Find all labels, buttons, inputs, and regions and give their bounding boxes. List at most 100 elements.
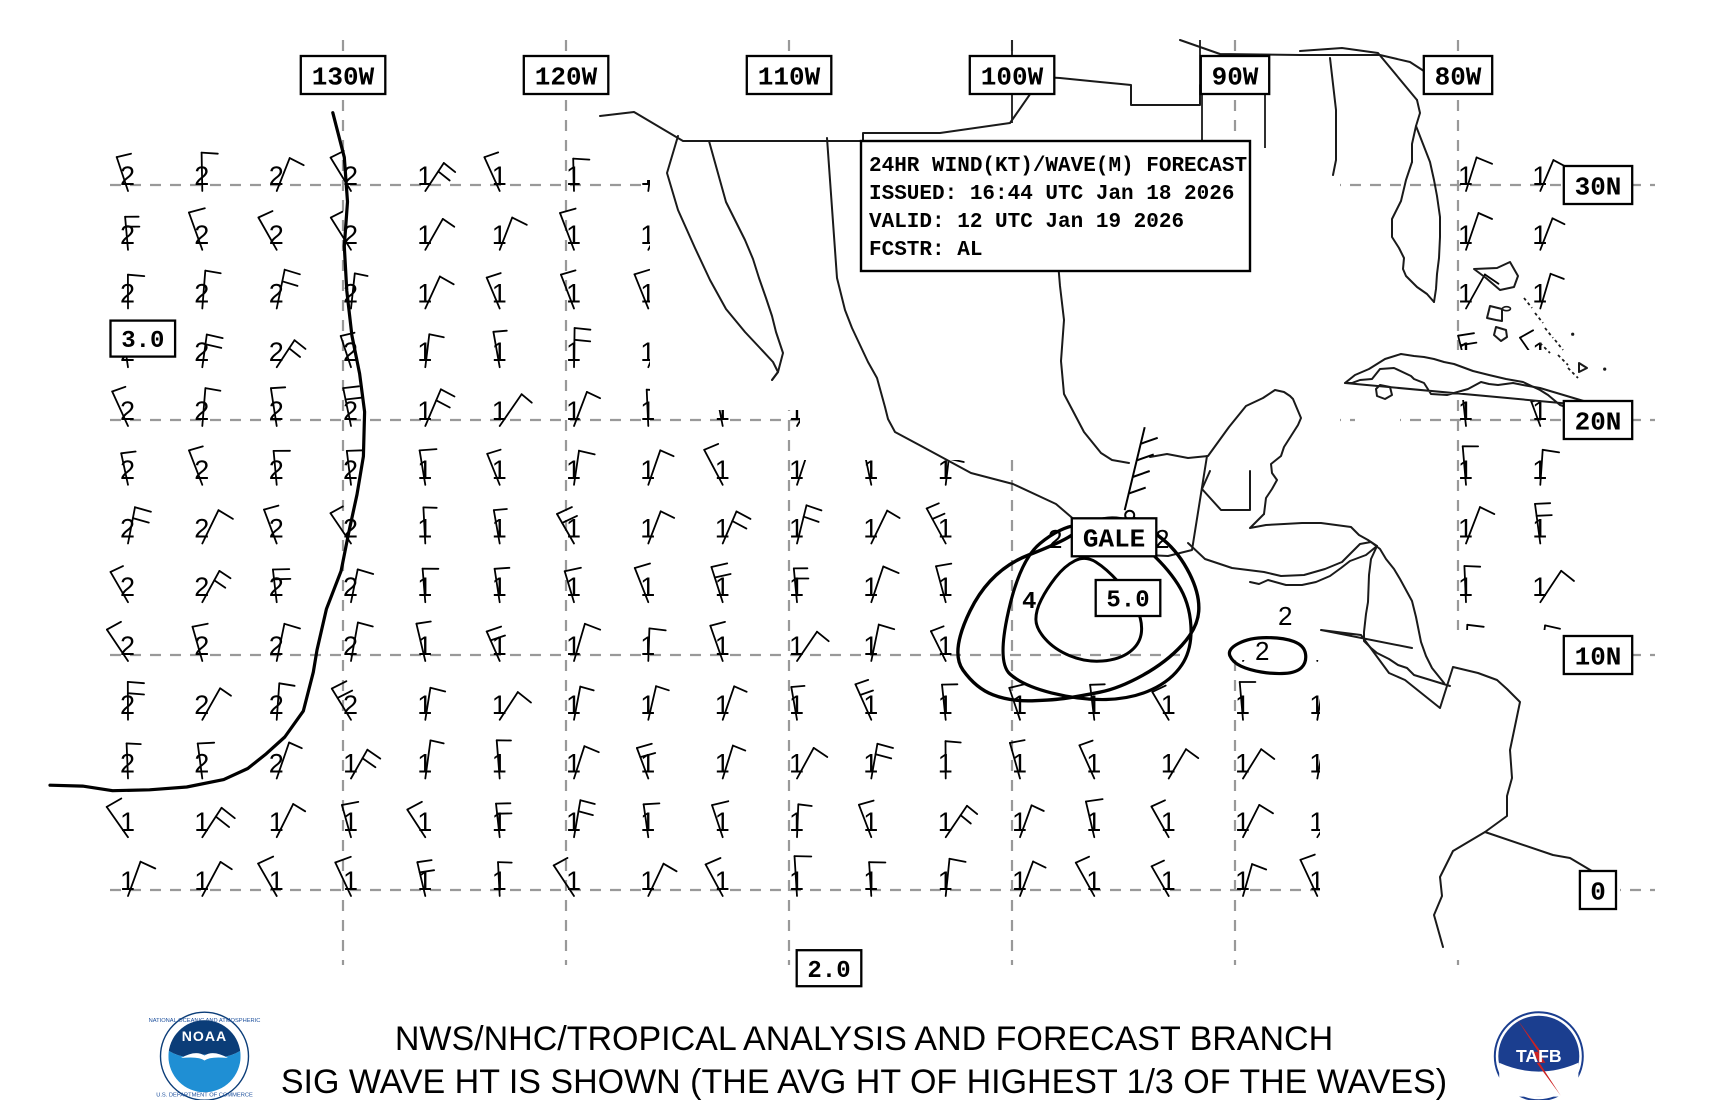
svg-text:1: 1	[789, 572, 804, 602]
svg-text:2: 2	[194, 455, 209, 485]
svg-text:3.0: 3.0	[121, 328, 164, 355]
svg-text:1: 1	[417, 396, 432, 426]
svg-text:1: 1	[789, 749, 804, 779]
svg-text:2: 2	[194, 631, 209, 661]
svg-text:2: 2	[194, 514, 209, 544]
svg-text:1: 1	[640, 572, 655, 602]
svg-text:1: 1	[640, 455, 655, 485]
svg-text:2: 2	[269, 279, 284, 309]
svg-text:1: 1	[938, 749, 953, 779]
svg-text:1: 1	[417, 337, 432, 367]
svg-text:1: 1	[640, 631, 655, 661]
svg-text:1: 1	[1532, 514, 1547, 544]
svg-text:1: 1	[417, 807, 432, 837]
svg-text:1: 1	[1161, 690, 1176, 720]
svg-text:1: 1	[417, 455, 432, 485]
svg-text:1: 1	[492, 749, 507, 779]
svg-text:2: 2	[194, 161, 209, 191]
svg-text:1: 1	[863, 749, 878, 779]
svg-text:2: 2	[194, 749, 209, 779]
svg-text:1: 1	[938, 572, 953, 602]
svg-text:1: 1	[863, 514, 878, 544]
svg-text:1: 1	[715, 631, 730, 661]
svg-text:SIG WAVE HT IS SHOWN (THE AVG: SIG WAVE HT IS SHOWN (THE AVG HT OF HIGH…	[281, 1063, 1447, 1100]
svg-text:2: 2	[194, 572, 209, 602]
svg-text:20N: 20N	[1575, 407, 1622, 437]
svg-text:5.0: 5.0	[1106, 588, 1149, 615]
svg-text:24HR WIND(KT)/WAVE(M) FORECAS: 24HR WIND(KT)/WAVE(M) FORECAST	[869, 155, 1247, 178]
svg-text:1: 1	[417, 749, 432, 779]
svg-text:1: 1	[863, 866, 878, 896]
svg-text:1: 1	[492, 455, 507, 485]
svg-text:1: 1	[715, 690, 730, 720]
svg-text:1: 1	[1458, 279, 1473, 309]
svg-text:1: 1	[1086, 749, 1101, 779]
svg-text:120W: 120W	[535, 62, 598, 92]
svg-text:1: 1	[938, 514, 953, 544]
svg-text:1: 1	[492, 866, 507, 896]
svg-text:1: 1	[566, 690, 581, 720]
svg-text:1: 1	[417, 279, 432, 309]
svg-text:2: 2	[1155, 524, 1169, 554]
svg-text:1: 1	[640, 749, 655, 779]
svg-text:1: 1	[566, 514, 581, 544]
svg-text:1: 1	[1086, 866, 1101, 896]
svg-text:1: 1	[417, 631, 432, 661]
svg-text:1: 1	[1458, 161, 1473, 191]
svg-text:2: 2	[120, 279, 135, 309]
svg-text:1: 1	[194, 807, 209, 837]
svg-text:1: 1	[1161, 807, 1176, 837]
svg-text:30N: 30N	[1575, 172, 1622, 202]
svg-text:1: 1	[492, 631, 507, 661]
svg-text:1: 1	[417, 572, 432, 602]
svg-text:1: 1	[566, 455, 581, 485]
svg-text:2: 2	[269, 455, 284, 485]
svg-text:1: 1	[1532, 220, 1547, 250]
svg-text:1: 1	[492, 807, 507, 837]
svg-text:2: 2	[120, 514, 135, 544]
svg-text:1: 1	[863, 572, 878, 602]
svg-text:1: 1	[343, 749, 358, 779]
svg-text:2.0: 2.0	[807, 958, 850, 985]
svg-text:FCSTR: AL: FCSTR: AL	[869, 239, 982, 262]
svg-text:1: 1	[343, 807, 358, 837]
svg-text:10N: 10N	[1575, 642, 1622, 672]
svg-text:1: 1	[566, 337, 581, 367]
svg-text:130W: 130W	[312, 62, 375, 92]
svg-text:90W: 90W	[1212, 62, 1259, 92]
svg-text:1: 1	[938, 807, 953, 837]
svg-text:1: 1	[863, 690, 878, 720]
svg-text:1: 1	[1458, 396, 1473, 426]
svg-text:2: 2	[120, 455, 135, 485]
svg-text:1: 1	[417, 161, 432, 191]
svg-text:1: 1	[938, 690, 953, 720]
svg-text:ISSUED: 16:44 UTC Jan 18 2026: ISSUED: 16:44 UTC Jan 18 2026	[869, 183, 1234, 206]
svg-text:1: 1	[269, 866, 284, 896]
svg-text:1: 1	[566, 749, 581, 779]
svg-text:2: 2	[120, 161, 135, 191]
svg-text:1: 1	[120, 807, 135, 837]
svg-text:2: 2	[194, 337, 209, 367]
svg-text:1: 1	[492, 220, 507, 250]
svg-text:1: 1	[566, 866, 581, 896]
svg-text:2: 2	[269, 337, 284, 367]
svg-text:2: 2	[1255, 636, 1269, 666]
svg-text:1: 1	[1161, 749, 1176, 779]
svg-text:2: 2	[269, 220, 284, 250]
svg-text:U.S. DEPARTMENT OF COMMERCE: U.S. DEPARTMENT OF COMMERCE	[156, 1093, 253, 1099]
svg-text:2: 2	[343, 631, 358, 661]
svg-text:GALE: GALE	[1083, 525, 1145, 555]
svg-text:1: 1	[566, 572, 581, 602]
svg-text:2: 2	[120, 749, 135, 779]
svg-text:1: 1	[1458, 455, 1473, 485]
svg-text:1: 1	[715, 866, 730, 896]
svg-text:1: 1	[1012, 749, 1027, 779]
svg-text:1: 1	[566, 807, 581, 837]
svg-text:2: 2	[269, 161, 284, 191]
svg-text:1: 1	[343, 866, 358, 896]
svg-text:1: 1	[417, 514, 432, 544]
svg-text:2: 2	[194, 220, 209, 250]
svg-text:1: 1	[1235, 749, 1250, 779]
svg-text:1: 1	[1012, 807, 1027, 837]
svg-text:2: 2	[269, 690, 284, 720]
